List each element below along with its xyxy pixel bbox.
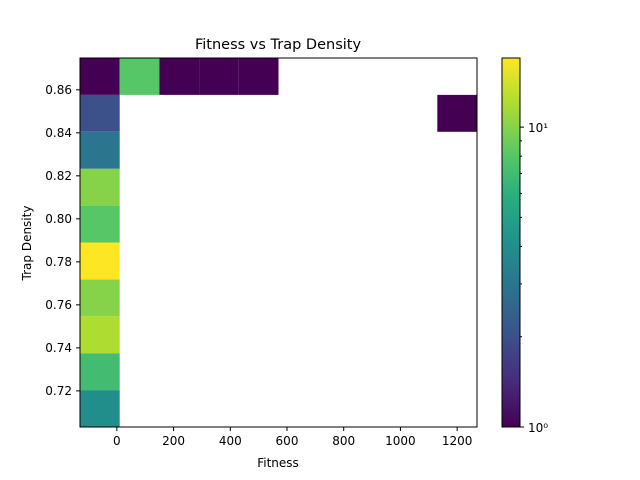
colorbar-tick-label: 10¹ — [528, 121, 548, 135]
heatmap-cell — [119, 58, 160, 95]
heatmap-cell — [80, 94, 120, 132]
heatmap-cell — [80, 316, 120, 354]
y-tick-label: 0.74 — [45, 341, 72, 355]
heatmap-cell — [199, 58, 239, 95]
plot-frame — [79, 57, 478, 428]
heatmap-cell — [80, 242, 120, 280]
x-tick-label: 1000 — [385, 434, 416, 448]
heatmap-cell — [80, 205, 120, 243]
heatmap-cell — [80, 131, 120, 169]
heatmap-cell — [238, 58, 279, 95]
y-tick-label: 0.86 — [45, 83, 72, 97]
x-tick-label: 200 — [162, 434, 185, 448]
x-axis-ticks: 0 200 400 600 800 1000 1200 — [113, 427, 472, 448]
heatmap-cell — [80, 168, 120, 206]
x-tick-label: 600 — [276, 434, 299, 448]
colorbar-tick-label: 10⁰ — [528, 421, 548, 435]
heatmap-cell — [80, 279, 120, 317]
heatmap-cell — [80, 390, 120, 427]
y-tick-label: 0.78 — [45, 255, 72, 269]
y-tick-label: 0.82 — [45, 169, 72, 183]
y-tick-label: 0.72 — [45, 384, 72, 398]
y-tick-label: 0.76 — [45, 298, 72, 312]
colorbar — [501, 57, 521, 428]
y-axis-label: Trap Density — [20, 206, 34, 282]
x-tick-label: 1200 — [442, 434, 473, 448]
x-axis-label: Fitness — [257, 456, 299, 470]
heatmap-cell — [80, 353, 120, 391]
heatmap-cell — [437, 94, 477, 132]
chart-title: Fitness vs Trap Density — [195, 37, 362, 53]
x-tick-label: 400 — [219, 434, 242, 448]
y-tick-label: 0.84 — [45, 126, 72, 140]
heatmap-cells — [80, 58, 477, 427]
y-tick-label: 0.80 — [45, 212, 72, 226]
x-tick-label: 0 — [113, 434, 121, 448]
y-axis-ticks: 0.72 0.74 0.76 0.78 0.80 0.82 0.84 0.86 — [45, 83, 80, 398]
x-tick-label: 800 — [332, 434, 355, 448]
heatmap-cell — [159, 58, 200, 95]
heatmap-cell — [80, 58, 120, 95]
colorbar-ticks: 10⁰ 10¹ — [520, 121, 548, 435]
